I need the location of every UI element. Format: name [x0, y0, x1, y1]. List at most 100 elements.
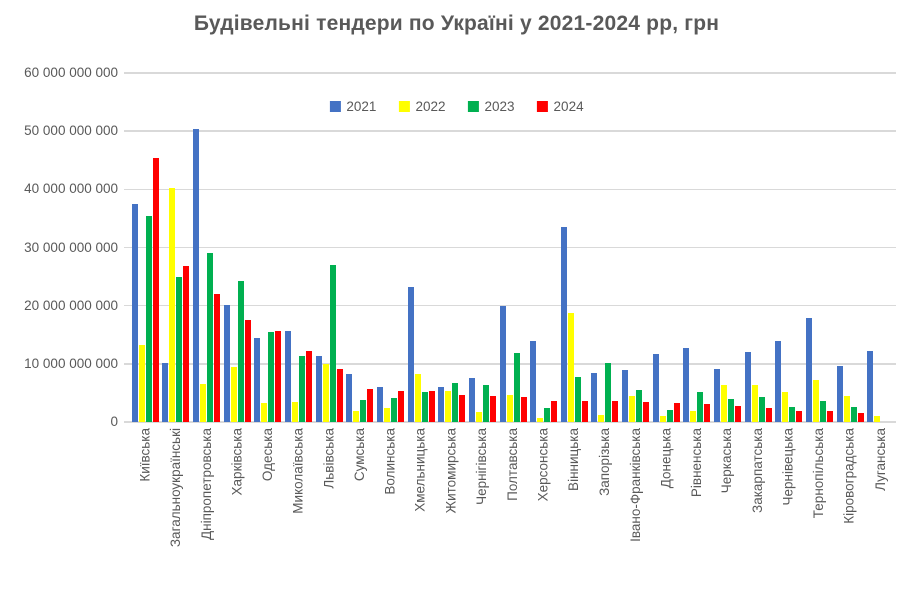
x-axis-label: Миколаївська	[290, 428, 306, 514]
x-axis-label: Полтавська	[505, 428, 521, 501]
bar-2021	[193, 128, 200, 422]
bar-2021	[285, 330, 292, 422]
x-axis-cell: Херсонська	[528, 424, 559, 586]
bar-group	[436, 73, 467, 422]
bar-2021	[376, 386, 383, 422]
bar-2022	[414, 373, 421, 422]
bar-2021	[131, 203, 138, 422]
bar-2021	[438, 386, 445, 422]
bar-2023	[513, 352, 520, 422]
plot-area	[130, 72, 896, 423]
bar-2022	[292, 402, 299, 422]
x-axis-cell: Луганська	[865, 424, 896, 586]
bar-2024	[520, 397, 527, 422]
bar-2024	[796, 410, 803, 422]
bar-2022	[874, 415, 881, 422]
bar-2024	[857, 413, 864, 422]
x-axis-cell: Сумська	[344, 424, 375, 586]
bar-group	[130, 73, 161, 422]
bar-group	[283, 73, 314, 422]
bar-2024	[826, 410, 833, 422]
bar-2021	[223, 304, 230, 422]
bar-2022	[475, 412, 482, 422]
x-axis-label: Харківська	[229, 428, 245, 496]
bar-2022	[138, 344, 145, 422]
bar-2024	[367, 389, 374, 422]
bar-group	[498, 73, 529, 422]
x-axis-cell: Черкаська	[712, 424, 743, 586]
bar-2023	[452, 383, 459, 422]
bar-2024	[765, 408, 772, 422]
x-axis-cell: Тернопільська	[804, 424, 835, 586]
bar-2021	[683, 348, 690, 422]
y-axis-tick	[124, 130, 130, 132]
bar-2024	[428, 391, 435, 422]
bar-2023	[237, 280, 244, 422]
bar-2023	[390, 397, 397, 422]
bar-2022	[169, 188, 176, 422]
bar-2022	[383, 407, 390, 422]
bar-2021	[744, 351, 751, 422]
gridline	[130, 421, 896, 423]
bar-2022	[629, 396, 636, 422]
bar-2021	[713, 368, 720, 422]
legend-swatch-icon	[467, 101, 479, 112]
x-axis-cell: Львівська	[314, 424, 345, 586]
bar-2022	[567, 312, 574, 422]
bar-group	[590, 73, 621, 422]
x-axis-label: Хмельницька	[413, 428, 429, 512]
x-axis-cell: Загальноукраїнські	[161, 424, 192, 586]
bar-2024	[551, 400, 558, 422]
x-axis-cell: Полтавська	[498, 424, 529, 586]
y-axis-label: 40 000 000 000	[24, 181, 118, 197]
legend-label: 2021	[346, 99, 377, 114]
bar-2022	[230, 366, 237, 422]
x-axis-label: Черкаська	[719, 428, 735, 494]
bar-2022	[200, 383, 207, 422]
bar-2021	[622, 370, 629, 422]
bar-2022	[537, 417, 544, 422]
x-axis-label: Житомирська	[443, 428, 459, 514]
x-axis-label: Загальноукраїнські	[167, 428, 183, 548]
bar-2023	[636, 390, 643, 422]
bar-group	[253, 73, 284, 422]
bar-group	[161, 73, 192, 422]
bar-2021	[591, 372, 598, 422]
bar-2022	[843, 396, 850, 422]
y-axis-label: 30 000 000 000	[24, 239, 118, 255]
bar-2022	[720, 385, 727, 422]
bar-group	[191, 73, 222, 422]
bar-2024	[214, 294, 221, 422]
bar-2024	[183, 265, 190, 422]
bar-2024	[581, 400, 588, 422]
bar-2023	[145, 216, 152, 422]
bar-group	[773, 73, 804, 422]
x-axis-cell: Рівненська	[682, 424, 713, 586]
legend-swatch-icon	[329, 101, 341, 112]
bar-group	[314, 73, 345, 422]
legend-item-2024: 2024	[536, 99, 584, 114]
y-axis-tick	[124, 421, 130, 423]
x-axis-cell: Хмельницька	[406, 424, 437, 586]
x-axis-label: Чернівецька	[780, 428, 796, 506]
gridline	[130, 72, 896, 74]
x-axis-cell: Миколаївська	[283, 424, 314, 586]
bar-2022	[598, 415, 605, 422]
bar-2024	[336, 369, 343, 422]
bar-2021	[499, 305, 506, 422]
bar-group	[528, 73, 559, 422]
x-axis-cell: Івано-Франківська	[620, 424, 651, 586]
bar-2024	[152, 157, 159, 422]
bar-2021	[346, 373, 353, 422]
bar-2021	[254, 338, 261, 422]
bar-2022	[690, 410, 697, 422]
bar-2021	[407, 286, 414, 422]
bar-2024	[704, 404, 711, 422]
x-axis-label: Вінницька	[566, 428, 582, 491]
bar-group	[467, 73, 498, 422]
x-axis: Київська Загальноукраїнські Дніпропетровсь…	[130, 424, 896, 586]
bar-2023	[360, 399, 367, 422]
bar-2023	[605, 362, 612, 422]
bars-container	[130, 73, 896, 422]
